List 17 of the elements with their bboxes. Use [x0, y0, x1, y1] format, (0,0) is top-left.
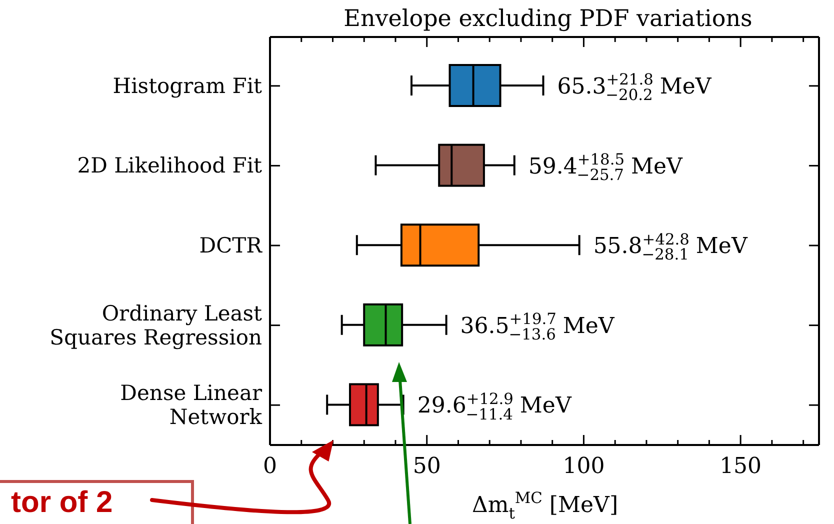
x-tick-label: 100 [562, 454, 605, 479]
y-tick-label: Histogram Fit [112, 74, 263, 98]
annotation: 65.3$^{+21.8}$$_{−20.2}$ MeV [557, 70, 712, 104]
annotation: 59.4$^{+18.5}$$_{−25.7}$ MeV [528, 150, 684, 184]
annotation: 55.8$^{+42.8}$$_{−28.1}$ MeV [593, 230, 748, 264]
annotation: 36.5$^{+19.7}$$_{−13.6}$ MeV [460, 310, 616, 344]
x-tick-label: 50 [412, 454, 441, 479]
y-tick-label: DCTR [199, 234, 264, 258]
text: tor of 2 [0, 480, 194, 524]
y-tick-label: Ordinary Least Squares Regression [50, 301, 263, 350]
x-axis-title: Δm$_{t}$$^{MC}$ [MeV] [472, 489, 618, 523]
x-tick-label: 0 [263, 454, 277, 479]
y-tick-label: 2D Likelihood Fit [77, 154, 263, 178]
y-tick-label: Dense Linear Network [120, 381, 263, 430]
chart-title: Envelope excluding PDF variations [344, 6, 752, 32]
x-tick-label: 150 [720, 454, 762, 479]
annotation: 29.6$^{+12.9}$$_{−11.4}$ MeV [417, 390, 572, 424]
